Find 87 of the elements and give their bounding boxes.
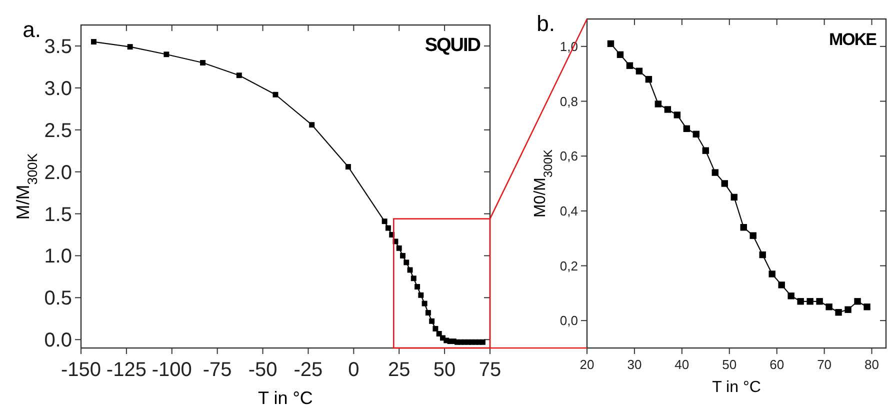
point (236, 72, 242, 78)
x-tick-label: -50 (248, 359, 278, 381)
point (664, 106, 672, 113)
y-tick-label: 0,8 (560, 94, 578, 109)
point (788, 292, 794, 300)
x-tick-label: 40 (674, 357, 690, 372)
y-tick-label: 0,0 (560, 313, 578, 328)
point (816, 298, 823, 305)
point (345, 164, 351, 170)
point (768, 270, 776, 278)
point (806, 298, 814, 305)
point (854, 298, 861, 305)
point (382, 218, 388, 224)
point (826, 304, 832, 310)
point (404, 260, 410, 266)
point (309, 122, 315, 128)
point (418, 292, 424, 298)
point (607, 40, 614, 48)
x-tick-label: 0 (348, 359, 360, 381)
y-tick-label: 0.0 (44, 330, 72, 352)
point (778, 282, 785, 288)
point (400, 252, 406, 258)
point (683, 125, 690, 132)
point (425, 310, 431, 316)
x-tick-label: -100 (152, 359, 192, 381)
y-tick-label: 0.5 (44, 288, 72, 310)
point (759, 251, 766, 258)
point (396, 245, 402, 251)
x-tick-label: 30 (627, 357, 642, 372)
point (200, 60, 206, 66)
point (616, 51, 624, 58)
y-tick-label: 1.5 (44, 204, 72, 226)
x-tick-label: -125 (106, 359, 146, 381)
point (864, 304, 870, 310)
point (712, 169, 718, 176)
chart-title: b. (536, 11, 555, 36)
point (414, 284, 420, 290)
y-tick-label: 2.5 (44, 120, 72, 142)
y-tick-label: 0,6 (560, 148, 578, 164)
x-tick-label: 80 (864, 357, 879, 372)
point (407, 267, 413, 273)
annotation: MOKE (829, 30, 877, 49)
point (422, 300, 428, 306)
point (645, 76, 652, 83)
x-tick-label: -150 (60, 359, 102, 381)
x-axis-title: T in °C (712, 379, 761, 396)
x-tick-label: -75 (202, 359, 232, 381)
x-tick-label: 60 (770, 357, 784, 372)
y-tick-label: 3.5 (44, 36, 72, 58)
point (272, 92, 278, 98)
point (674, 112, 681, 118)
x-tick-label: 50 (433, 359, 456, 381)
x-axis-title: T in °C (258, 388, 313, 408)
chart-title: a. (22, 17, 41, 42)
point (432, 326, 438, 332)
point (429, 318, 435, 324)
point (636, 68, 643, 74)
point (480, 339, 486, 345)
point (127, 44, 133, 50)
y-tick-label: 3.0 (44, 78, 72, 100)
x-tick-label: 20 (580, 357, 594, 372)
y-tick-label: 2.0 (44, 162, 72, 184)
point (740, 224, 747, 231)
x-tick-label: -25 (294, 359, 323, 381)
point (410, 276, 416, 282)
point (702, 147, 710, 154)
point (844, 306, 852, 313)
point (692, 130, 700, 138)
point (626, 62, 634, 69)
y-tick-label: 0,4 (560, 203, 578, 218)
point (436, 331, 442, 336)
point (835, 309, 842, 316)
x-tick-label: 75 (478, 359, 502, 381)
point (721, 180, 728, 187)
point (750, 232, 756, 239)
annotation: SQUID (424, 35, 480, 56)
point (164, 52, 170, 58)
y-tick-label: 0,2 (560, 258, 578, 274)
point (654, 100, 662, 108)
x-tick-label: 70 (817, 357, 832, 372)
x-tick-label: 50 (722, 357, 737, 372)
y-tick-label: 1.0 (44, 246, 72, 268)
point (90, 39, 96, 45)
x-tick-label: 25 (388, 359, 410, 381)
point (797, 298, 804, 305)
point (730, 194, 738, 201)
point (385, 225, 391, 231)
